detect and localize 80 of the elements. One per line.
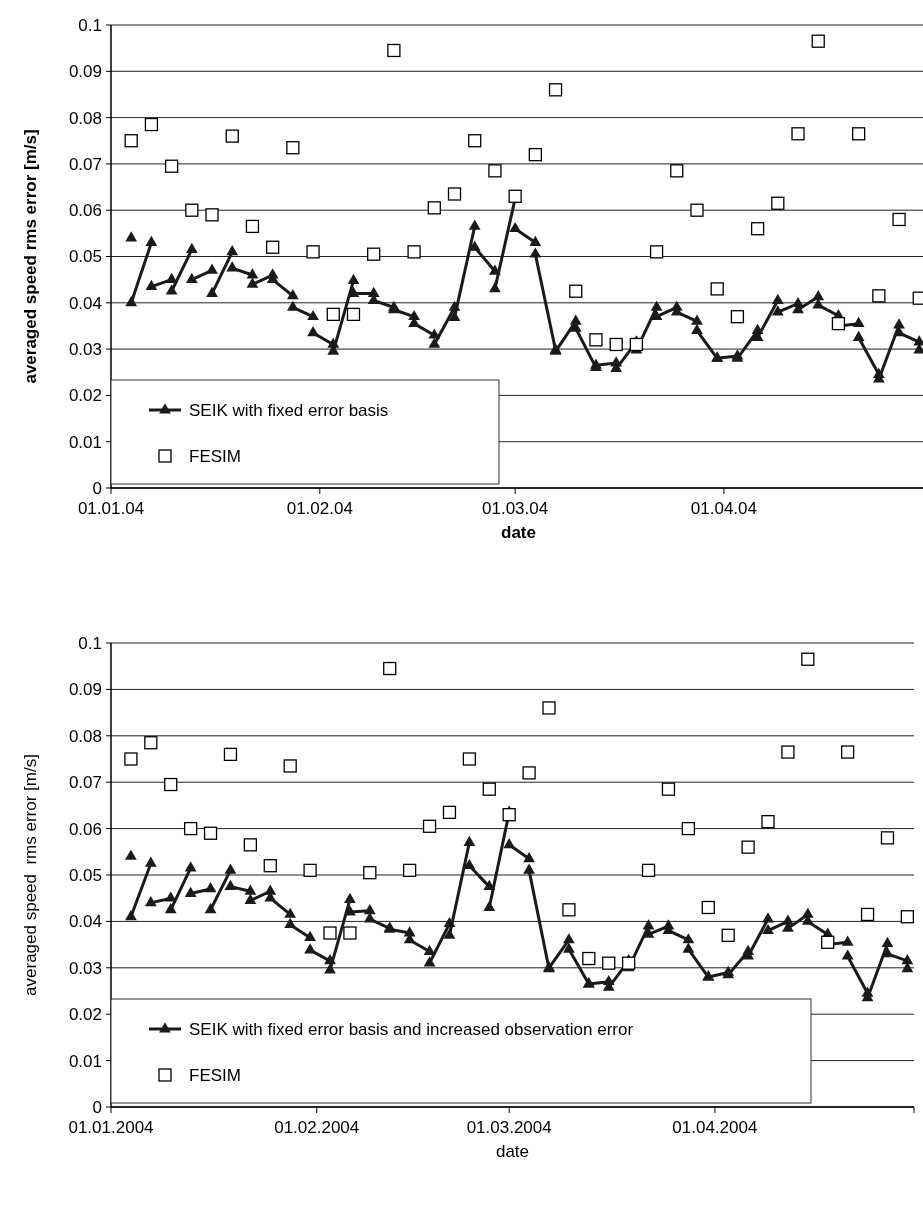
point [447,187,462,201]
legend-label: FESIM [189,446,241,466]
legend-label: SEIK with fixed error basis [189,400,389,420]
point [629,337,644,352]
y-tick-label: 0.07 [68,773,102,793]
y-tick-label: 0 [92,1097,102,1117]
point [205,208,219,222]
point [681,821,696,836]
point [609,337,623,352]
x-tick-label: 01.02.2004 [274,1118,360,1137]
point [422,819,437,833]
point [407,245,421,259]
y-axis-title: averaged speed rms error [m/s] [21,754,40,996]
point [185,203,199,217]
x-tick-label: 01.01.04 [77,499,145,518]
y-tick-label: 0.07 [68,154,102,174]
y-tick-label: 0.08 [68,726,102,746]
y-tick-label: 0.03 [68,340,102,360]
point [183,821,198,836]
point [383,661,397,676]
point [900,910,915,924]
y-tick-label: 0.01 [68,432,102,452]
y-tick-label: 0.04 [68,912,102,932]
y-tick-label: 0.04 [68,293,102,313]
point [387,43,401,58]
y-axis-title: averaged speed rms error [m/s] [21,129,40,384]
point [730,310,745,324]
y-tick-label: 0.06 [68,819,102,839]
y-tick-label: 0.05 [68,247,102,267]
x-tick-label: 01.04.2004 [672,1118,758,1137]
y-tick-label: 0.05 [68,865,102,885]
y-tick-label: 0 [92,478,102,498]
legend-label: FESIM [189,1065,241,1085]
point [442,805,457,820]
y-tick-label: 0.01 [68,1051,102,1071]
point [621,956,636,970]
x-tick-label: 01.03.2004 [466,1118,552,1137]
point [144,117,159,132]
x-tick-label: 01.02.04 [286,499,353,518]
point [303,863,317,878]
x-axis-title: date [495,1142,530,1161]
legend-label: SEIK with fixed error basis and increased observation error [189,1019,634,1039]
point [402,863,417,878]
point [164,159,179,173]
point [306,245,320,259]
point [367,247,381,261]
point [548,83,563,97]
y-tick-label: 0.09 [68,680,102,700]
y-tick-label: 0.08 [68,108,102,128]
point [701,900,715,915]
x-tick-label: 01.04.04 [690,499,758,518]
point [363,866,377,880]
y-tick-label: 0.03 [68,958,102,978]
point [602,956,616,970]
y-tick-label: 0.1 [78,633,102,653]
point [582,951,596,966]
point [690,203,704,217]
y-tick-label: 0.06 [68,201,102,221]
point [245,219,260,234]
y-tick-label: 0.02 [68,386,102,406]
x-tick-label: 01.01.2004 [68,1118,154,1137]
point [649,245,664,259]
point [203,826,218,840]
x-tick-label: 01.03.04 [482,499,549,518]
point [164,777,178,792]
y-tick-label: 0.1 [78,15,102,35]
point [641,863,656,878]
y-tick-label: 0.09 [68,62,102,82]
point [223,747,238,762]
x-axis-title: date [501,523,536,542]
point [750,222,765,236]
point [326,307,340,322]
point [860,907,875,922]
point [880,831,895,845]
point [502,808,516,822]
point [346,307,361,322]
point [427,201,441,215]
point [892,212,906,227]
y-tick-label: 0.02 [68,1005,102,1025]
point [661,782,676,796]
